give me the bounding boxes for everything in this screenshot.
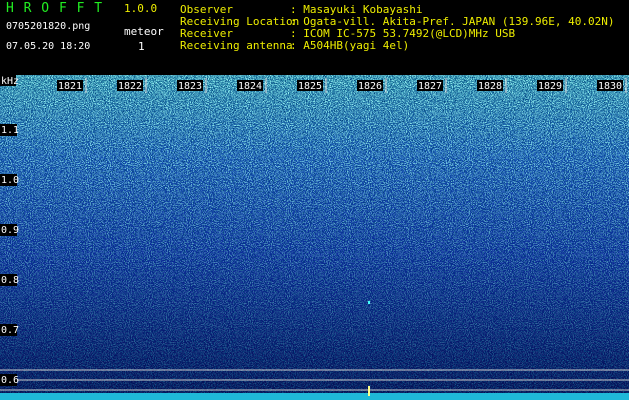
time-label-box: [417, 80, 443, 91]
freq-label: 0.8: [1, 275, 19, 286]
station-label: Observer: [180, 3, 233, 16]
freq-label: 1.0: [1, 175, 19, 186]
time-label: 1823: [178, 81, 202, 92]
station-label: Receiver: [180, 27, 233, 40]
unit-box: [0, 75, 16, 86]
time-label: 1826: [358, 81, 382, 92]
time-label: 1822: [118, 81, 142, 92]
time-label: 1830: [598, 81, 622, 92]
time-label-box: [297, 80, 323, 91]
freq-label: 0.6: [1, 375, 19, 386]
station-value: : ICOM IC-575 53.7492(@LCD)MHz USB: [290, 27, 516, 40]
freq-labels: 1.1 1.0 0.9 0.8 0.7 0.6: [0, 124, 19, 386]
time-label-box: [537, 80, 563, 91]
time-label: 1821: [58, 81, 82, 92]
freq-label-box: [0, 324, 17, 336]
freq-label: 0.9: [1, 225, 19, 236]
time-label: 1828: [478, 81, 502, 92]
time-label: 1827: [418, 81, 442, 92]
time-label-box: [477, 80, 503, 91]
spectrogram: kHz 1821 1822 1823 1824 1825 1826 1827 1828 1829…: [0, 75, 629, 400]
noise-bright: [0, 75, 629, 400]
station-value: : Masayuki Kobayashi: [290, 3, 423, 16]
freq-label: 0.7: [1, 325, 19, 336]
station-value: : Ogata-vill. Akita-Pref. JAPAN (139.96E…: [290, 15, 615, 28]
time-label: 1825: [298, 81, 322, 92]
datetime: 07.05.20 18:20: [6, 41, 91, 52]
filename: 0705201820.png: [6, 21, 91, 32]
freq-label-box: [0, 374, 17, 386]
meteor-echo: [368, 301, 370, 304]
meteor-label: meteor: [124, 25, 164, 38]
time-label-box: [357, 80, 383, 91]
station-value: : A504HB(yagi 4el): [290, 39, 410, 52]
y-unit: kHz: [1, 76, 19, 87]
meteor-count: 1: [138, 40, 145, 53]
freq-label: 1.1: [1, 125, 19, 136]
station-label: Receiving antenna: [180, 39, 293, 52]
spectrum-baseline: [0, 393, 629, 400]
time-label-box: [237, 80, 263, 91]
version: 1.0.0: [124, 2, 158, 15]
station-label: Receiving Location: [180, 15, 300, 28]
freq-label-box: [0, 274, 17, 286]
meteor-echo: [368, 386, 370, 396]
time-label-box: [597, 80, 623, 91]
time-label-box: [117, 80, 143, 91]
time-label-box: [57, 80, 83, 91]
time-label-box: [177, 80, 203, 91]
time-label: 1824: [238, 81, 262, 92]
freq-label-box: [0, 224, 17, 236]
freq-label-box: [0, 124, 17, 136]
time-labels: 1821 1822 1823 1824 1825 1826 1827 1828 1829 1830: [57, 78, 627, 93]
time-label: 1829: [538, 81, 562, 92]
freq-label-box: [0, 174, 17, 186]
program-name: H R O F F T: [6, 1, 104, 16]
